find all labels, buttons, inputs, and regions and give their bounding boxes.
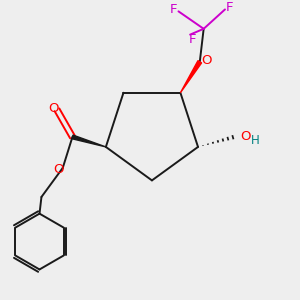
Text: O: O [202, 55, 212, 68]
Text: H: H [251, 134, 260, 147]
Text: F: F [226, 2, 233, 14]
Polygon shape [180, 61, 202, 93]
Text: F: F [170, 3, 178, 16]
Polygon shape [72, 135, 106, 147]
Text: O: O [53, 163, 63, 176]
Text: F: F [188, 33, 196, 46]
Text: O: O [48, 103, 58, 116]
Text: O: O [241, 130, 251, 143]
